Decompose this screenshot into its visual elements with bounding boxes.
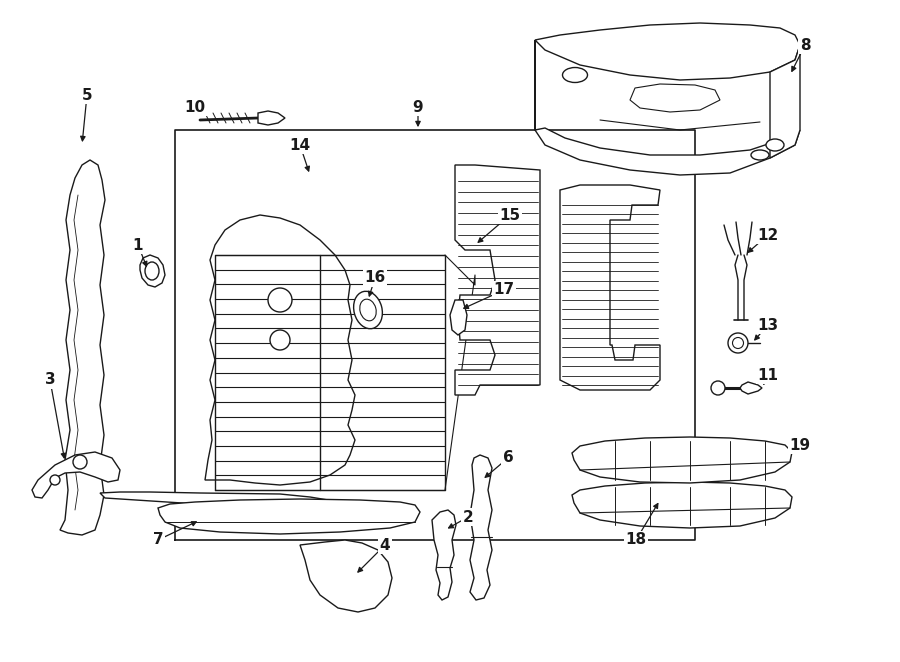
Ellipse shape	[728, 333, 748, 353]
Circle shape	[268, 288, 292, 312]
Polygon shape	[535, 23, 800, 80]
Ellipse shape	[751, 150, 769, 160]
Polygon shape	[630, 84, 720, 112]
Polygon shape	[535, 40, 800, 175]
Text: 19: 19	[789, 438, 811, 453]
Text: 11: 11	[758, 367, 778, 383]
Ellipse shape	[711, 381, 725, 395]
Text: 4: 4	[380, 538, 391, 553]
Polygon shape	[572, 482, 792, 528]
Polygon shape	[432, 510, 456, 600]
Text: 13: 13	[758, 318, 778, 332]
Polygon shape	[572, 437, 792, 483]
Text: 16: 16	[364, 271, 385, 285]
Text: 2: 2	[463, 510, 473, 524]
Ellipse shape	[766, 139, 784, 151]
Text: 18: 18	[626, 532, 646, 547]
Text: 14: 14	[290, 138, 310, 152]
Polygon shape	[205, 215, 355, 485]
Polygon shape	[740, 382, 762, 394]
Text: 12: 12	[758, 228, 778, 242]
Polygon shape	[450, 300, 467, 335]
Text: 10: 10	[184, 99, 205, 115]
Polygon shape	[140, 255, 165, 287]
Polygon shape	[770, 45, 800, 158]
Ellipse shape	[562, 68, 588, 83]
Polygon shape	[100, 492, 330, 512]
Circle shape	[270, 330, 290, 350]
Ellipse shape	[354, 291, 382, 329]
Polygon shape	[60, 160, 105, 535]
Text: 6: 6	[502, 451, 513, 465]
Circle shape	[50, 475, 60, 485]
Text: 5: 5	[82, 87, 93, 103]
Polygon shape	[300, 540, 392, 612]
Text: 15: 15	[500, 207, 520, 222]
Polygon shape	[32, 452, 120, 498]
Polygon shape	[455, 165, 540, 395]
Text: 9: 9	[413, 99, 423, 115]
Text: 17: 17	[493, 283, 515, 297]
Polygon shape	[158, 499, 420, 534]
Polygon shape	[560, 185, 660, 390]
Text: 3: 3	[45, 373, 55, 387]
Polygon shape	[258, 111, 285, 125]
Polygon shape	[470, 455, 492, 600]
Circle shape	[73, 455, 87, 469]
Ellipse shape	[145, 262, 159, 280]
Text: 1: 1	[133, 238, 143, 252]
Text: 8: 8	[800, 38, 810, 52]
Text: 7: 7	[153, 532, 163, 547]
